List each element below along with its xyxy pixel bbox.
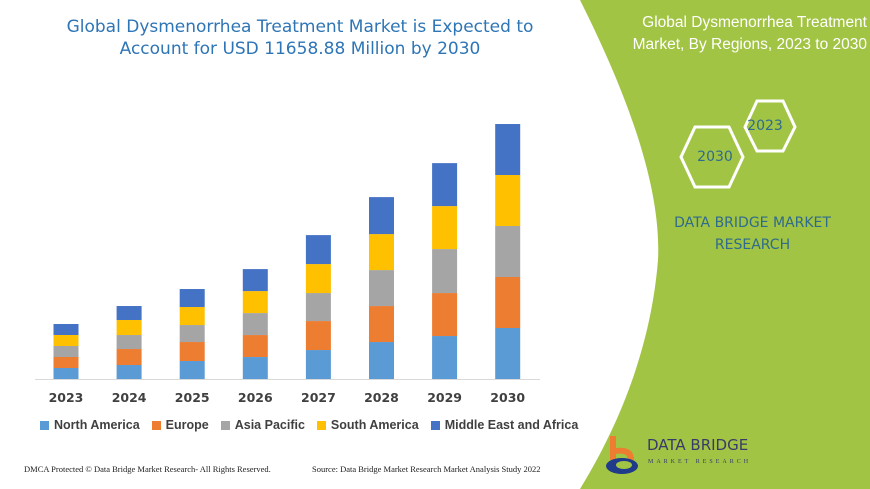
bar-segment-2026-1 <box>242 335 268 358</box>
hex-label-2023: 2023 <box>747 118 783 134</box>
bar-segment-2025-2 <box>179 325 205 343</box>
bar-segment-2023-2 <box>53 345 79 357</box>
bar-segment-2027-4 <box>305 235 331 265</box>
legend-item: Middle East and Africa <box>430 418 579 432</box>
bar-segment-2024-0 <box>116 365 142 379</box>
bar-segment-2029-0 <box>432 336 458 379</box>
brand-text: DATA BRIDGE MARKET RESEARCH <box>660 212 845 256</box>
legend-swatch <box>151 420 161 430</box>
x-tick-label: 2026 <box>238 390 273 405</box>
title-line-2: Account for USD 11658.88 Million by 2030 <box>119 39 481 59</box>
bar-segment-2023-0 <box>53 367 79 379</box>
bar-segment-2028-2 <box>369 270 394 307</box>
x-tick-label: 2025 <box>175 390 210 405</box>
hexagon-icons <box>679 99 797 189</box>
stacked-bar-chart: 2023 2024 2025 2026 2027 2028 2029 2030 <box>35 124 540 405</box>
bar-segment-2030-3 <box>495 175 521 226</box>
bar-segment-2026-2 <box>242 313 268 336</box>
legend-swatch <box>316 420 326 430</box>
footer-source: Source: Data Bridge Market Research Mark… <box>312 464 541 474</box>
legend-item: North America <box>40 418 140 432</box>
bar-segment-2029-2 <box>432 249 458 294</box>
legend-item: South America <box>316 418 419 432</box>
bar-segment-2025-3 <box>179 307 205 326</box>
bar-segment-2023-3 <box>53 334 79 346</box>
legend-item: Europe <box>151 418 209 432</box>
logo-text: DATA BRIDGE <box>647 436 749 454</box>
bar-segment-2030-4 <box>495 124 521 176</box>
legend-label: South America <box>330 418 419 432</box>
green-panel <box>580 0 870 489</box>
brand-line-1: DATA BRIDGE MARKET <box>674 215 831 231</box>
bar-segment-2027-0 <box>305 350 331 379</box>
bar-segment-2024-4 <box>116 306 142 321</box>
legend-swatch <box>430 420 440 430</box>
x-tick-label: 2030 <box>490 390 525 405</box>
legend-swatch <box>40 420 49 430</box>
bar-segment-2030-2 <box>495 226 521 277</box>
hexagon-2030-icon <box>679 125 745 189</box>
legend-label: Asia Pacific <box>234 418 305 432</box>
chart-title: Global Dysmenorrhea Treatment Market is … <box>40 16 560 60</box>
bar-segment-2024-1 <box>116 349 142 366</box>
legend-label: North America <box>54 418 140 432</box>
bar-segment-2026-0 <box>242 357 268 379</box>
bar-segment-2028-0 <box>369 342 394 379</box>
bar-segment-2027-2 <box>305 293 331 322</box>
bar-segment-2028-4 <box>369 197 394 235</box>
bar-segment-2023-4 <box>53 323 79 335</box>
bar-segment-2024-2 <box>116 335 142 350</box>
logo-subtext: MARKET RESEARCH <box>648 459 752 465</box>
x-tick-label: 2028 <box>364 390 399 405</box>
bar-segment-2029-4 <box>432 163 458 207</box>
footer-copyright: DMCA Protected © Data Bridge Market Rese… <box>24 464 271 474</box>
bar-segment-2025-4 <box>179 289 205 308</box>
bar-segment-2029-3 <box>432 206 458 250</box>
x-tick-label: 2027 <box>301 390 336 405</box>
legend-swatch <box>220 420 230 430</box>
bar-segment-2025-0 <box>179 361 205 379</box>
bar-segment-2028-1 <box>369 306 394 343</box>
side-title-line-2: Market, By Regions, 2023 to 2030 <box>632 36 867 53</box>
x-tick-label: 2023 <box>49 390 84 405</box>
bar-segment-2026-4 <box>242 269 268 292</box>
x-tick-label: 2024 <box>112 390 147 405</box>
legend-label: Middle East and Africa <box>444 418 579 432</box>
legend-label: Europe <box>165 418 209 432</box>
bar-segment-2029-1 <box>432 293 458 337</box>
side-panel-title: Global Dysmenorrhea Treatment Market, By… <box>600 12 867 56</box>
hexagon-2023-icon <box>743 99 797 153</box>
brand-line-2: RESEARCH <box>714 237 791 253</box>
bar-segment-2026-3 <box>242 291 268 314</box>
x-tick-label: 2029 <box>427 390 462 405</box>
title-line-1: Global Dysmenorrhea Treatment Market is … <box>66 17 534 37</box>
hex-label-2030: 2030 <box>697 149 733 165</box>
bar-segment-2027-3 <box>305 264 331 294</box>
bar-segment-2027-1 <box>305 321 331 351</box>
bar-segment-2025-1 <box>179 342 205 362</box>
bar-segment-2023-1 <box>53 356 79 368</box>
side-title-line-1: Global Dysmenorrhea Treatment <box>642 14 867 31</box>
data-bridge-logo-icon <box>606 436 638 474</box>
bar-segment-2024-3 <box>116 320 142 336</box>
chart-legend: North America Europe Asia Pacific South Ame… <box>40 418 578 432</box>
bar-segment-2028-3 <box>369 234 394 271</box>
legend-item: Asia Pacific <box>220 418 305 432</box>
bar-segment-2030-0 <box>495 328 521 379</box>
bar-segment-2030-1 <box>495 277 521 328</box>
